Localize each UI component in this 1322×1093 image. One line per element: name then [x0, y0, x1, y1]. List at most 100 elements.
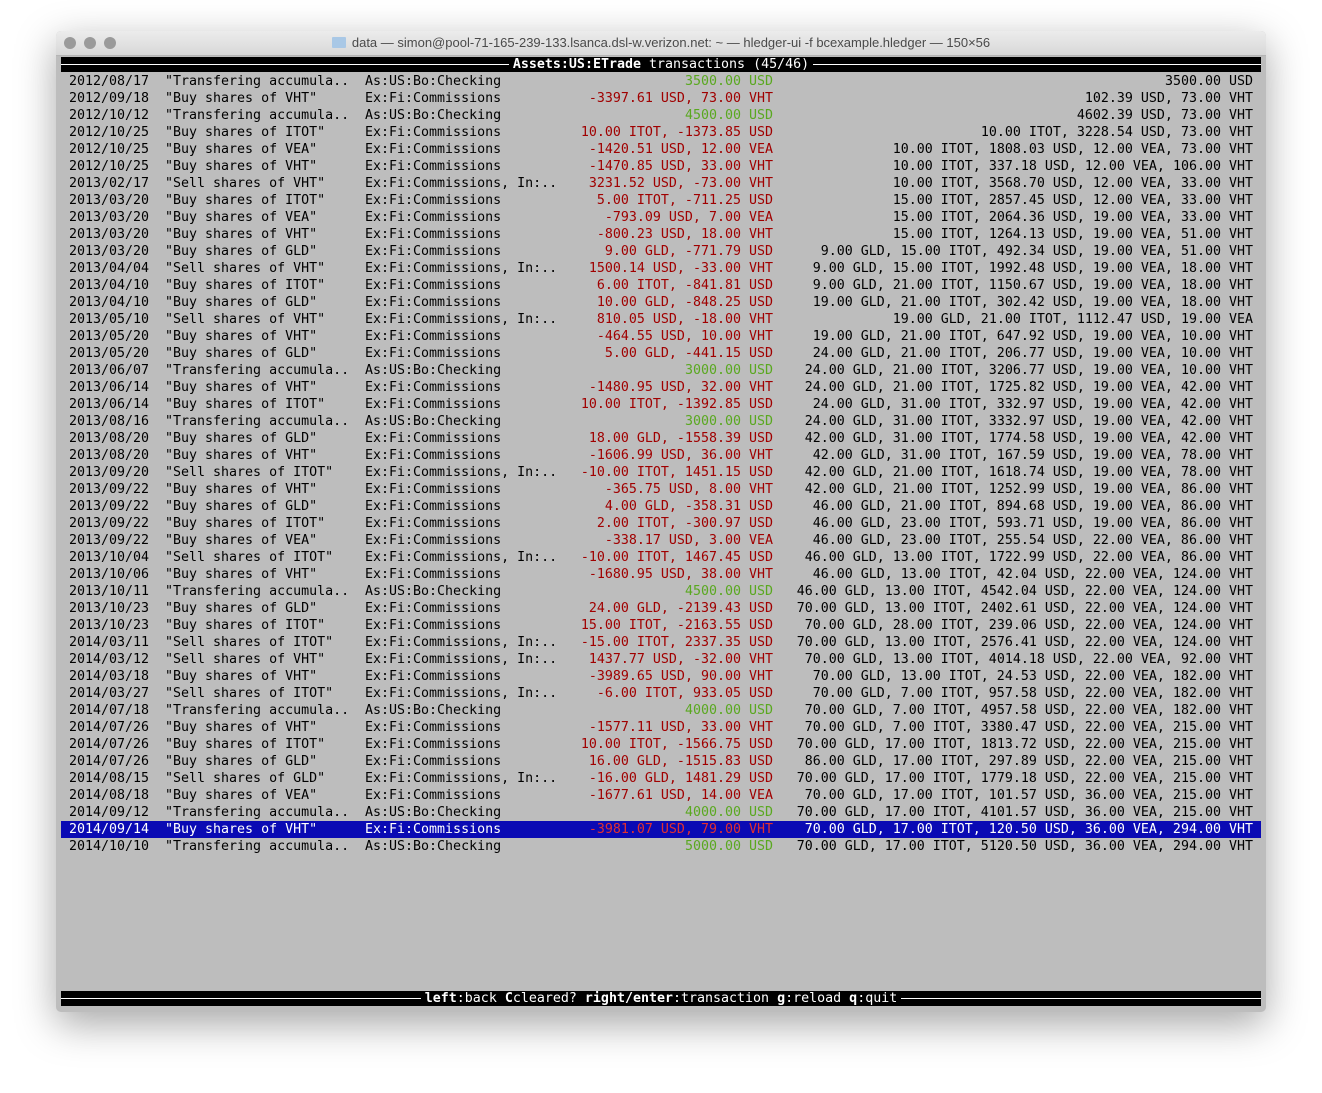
txn-balance: 46.00 GLD, 13.00 ITOT, 4542.04 USD, 22.0… — [796, 584, 1253, 599]
txn-description: "Buy shares of GLD" — [165, 499, 318, 514]
transaction-row[interactable]: 2014/08/18 "Buy shares of VEA" Ex:Fi:Commi… — [61, 787, 1261, 804]
transaction-row[interactable]: 2013/08/20 "Buy shares of VHT" Ex:Fi:Commi… — [61, 447, 1261, 464]
txn-balance: 70.00 GLD, 28.00 ITOT, 239.06 USD, 22.00… — [804, 618, 1253, 633]
transaction-row[interactable]: 2013/10/11 "Transfering accumula.. As:US:B… — [61, 583, 1261, 600]
txn-date: 2013/06/07 — [69, 363, 150, 378]
txn-balance: 9.00 GLD, 15.00 ITOT, 492.34 USD, 19.00 … — [820, 244, 1253, 259]
key-hint: g:reload — [777, 991, 842, 1006]
txn-description: "Sell shares of ITOT" — [165, 465, 334, 480]
account-name: Assets:US:ETrade — [512, 57, 641, 72]
txn-other-accounts: Ex:Fi:Commissions — [365, 737, 502, 752]
txn-description: "Buy shares of VHT" — [165, 329, 318, 344]
transaction-list[interactable]: 2012/08/17 "Transfering accumula.. As:US:B… — [61, 73, 1261, 855]
transaction-row[interactable]: 2013/05/20 "Buy shares of GLD" Ex:Fi:Commi… — [61, 345, 1261, 362]
txn-description: "Buy shares of VHT" — [165, 669, 318, 684]
txn-balance: 70.00 GLD, 17.00 ITOT, 5120.50 USD, 36.0… — [796, 839, 1253, 854]
txn-date: 2013/03/20 — [69, 244, 150, 259]
transaction-row[interactable]: 2013/10/23 "Buy shares of ITOT" Ex:Fi:Comm… — [61, 617, 1261, 634]
transaction-row[interactable]: 2013/03/20 "Buy shares of VHT" Ex:Fi:Commi… — [61, 226, 1261, 243]
transaction-row[interactable]: 2013/02/17 "Sell shares of VHT" Ex:Fi:Comm… — [61, 175, 1261, 192]
key-hint: Ccleared? — [505, 991, 577, 1006]
transaction-row[interactable]: 2014/07/26 "Buy shares of GLD" Ex:Fi:Commi… — [61, 753, 1261, 770]
txn-date: 2013/02/17 — [69, 176, 150, 191]
txn-other-accounts: Ex:Fi:Commissions — [365, 516, 502, 531]
transaction-row[interactable]: 2014/03/11 "Sell shares of ITOT" Ex:Fi:Com… — [61, 634, 1261, 651]
transaction-row[interactable]: 2013/08/20 "Buy shares of GLD" Ex:Fi:Commi… — [61, 430, 1261, 447]
txn-other-accounts: Ex:Fi:Commissions, In:.. — [365, 176, 558, 191]
txn-balance: 46.00 GLD, 23.00 ITOT, 255.54 USD, 22.00… — [812, 533, 1253, 548]
transaction-row[interactable]: 2013/03/20 "Buy shares of GLD" Ex:Fi:Commi… — [61, 243, 1261, 260]
transaction-row[interactable]: 2013/10/06 "Buy shares of VHT" Ex:Fi:Commi… — [61, 566, 1261, 583]
txn-description: "Buy shares of VHT" — [165, 482, 318, 497]
transaction-row[interactable]: 2014/03/12 "Sell shares of VHT" Ex:Fi:Comm… — [61, 651, 1261, 668]
transaction-row[interactable]: 2012/08/17 "Transfering accumula.. As:US:B… — [61, 73, 1261, 90]
zoom-button[interactable] — [104, 37, 116, 49]
transaction-row[interactable]: 2013/09/22 "Buy shares of VHT" Ex:Fi:Commi… — [61, 481, 1261, 498]
txn-date: 2014/03/18 — [69, 669, 150, 684]
txn-change: 5.00 ITOT, -711.25 USD — [596, 193, 773, 208]
transaction-row[interactable]: 2012/09/18 "Buy shares of VHT" Ex:Fi:Commi… — [61, 90, 1261, 107]
transaction-row[interactable]: 2013/09/22 "Buy shares of ITOT" Ex:Fi:Comm… — [61, 515, 1261, 532]
txn-change: -1577.11 USD, 33.00 VHT — [588, 720, 773, 735]
transaction-row[interactable]: 2013/10/23 "Buy shares of GLD" Ex:Fi:Commi… — [61, 600, 1261, 617]
transaction-row[interactable]: 2013/03/20 "Buy shares of ITOT" Ex:Fi:Comm… — [61, 192, 1261, 209]
txn-description: "Buy shares of ITOT" — [165, 397, 326, 412]
txn-change: 4500.00 USD — [684, 108, 773, 123]
transaction-row[interactable]: 2014/09/14 "Buy shares of VHT" Ex:Fi:Commi… — [61, 821, 1261, 838]
txn-balance: 9.00 GLD, 21.00 ITOT, 1150.67 USD, 19.00… — [812, 278, 1253, 293]
transaction-row[interactable]: 2012/10/25 "Buy shares of VHT" Ex:Fi:Commi… — [61, 158, 1261, 175]
txn-other-accounts: As:US:Bo:Checking — [365, 805, 502, 820]
transaction-row[interactable]: 2012/10/25 "Buy shares of VEA" Ex:Fi:Commi… — [61, 141, 1261, 158]
minimize-button[interactable] — [84, 37, 96, 49]
transaction-row[interactable]: 2013/10/04 "Sell shares of ITOT" Ex:Fi:Com… — [61, 549, 1261, 566]
transaction-row[interactable]: 2014/09/12 "Transfering accumula.. As:US:B… — [61, 804, 1261, 821]
txn-change: -1680.95 USD, 38.00 VHT — [588, 567, 773, 582]
transaction-row[interactable]: 2014/10/10 "Transfering accumula.. As:US:B… — [61, 838, 1261, 855]
transaction-row[interactable]: 2013/06/14 "Buy shares of ITOT" Ex:Fi:Comm… — [61, 396, 1261, 413]
transaction-row[interactable]: 2013/05/20 "Buy shares of VHT" Ex:Fi:Commi… — [61, 328, 1261, 345]
txn-date: 2013/03/20 — [69, 193, 150, 208]
txn-balance: 42.00 GLD, 21.00 ITOT, 1618.74 USD, 19.0… — [804, 465, 1253, 480]
txn-other-accounts: As:US:Bo:Checking — [365, 584, 502, 599]
transaction-row[interactable]: 2013/09/22 "Buy shares of GLD" Ex:Fi:Commi… — [61, 498, 1261, 515]
txn-date: 2013/09/22 — [69, 482, 150, 497]
txn-change: -6.00 ITOT, 933.05 USD — [596, 686, 773, 701]
txn-change: 4000.00 USD — [684, 805, 773, 820]
transaction-row[interactable]: 2013/04/04 "Sell shares of VHT" Ex:Fi:Comm… — [61, 260, 1261, 277]
txn-description: "Sell shares of ITOT" — [165, 550, 334, 565]
txn-description: "Buy shares of GLD" — [165, 295, 318, 310]
txn-balance: 70.00 GLD, 7.00 ITOT, 957.58 USD, 22.00 … — [812, 686, 1253, 701]
transaction-row[interactable]: 2014/03/27 "Sell shares of ITOT" Ex:Fi:Com… — [61, 685, 1261, 702]
transaction-row[interactable]: 2014/08/15 "Sell shares of GLD" Ex:Fi:Comm… — [61, 770, 1261, 787]
txn-balance: 24.00 GLD, 21.00 ITOT, 1725.82 USD, 19.0… — [804, 380, 1253, 395]
txn-change: 10.00 ITOT, -1392.85 USD — [580, 397, 773, 412]
transaction-row[interactable]: 2013/08/16 "Transfering accumula.. As:US:B… — [61, 413, 1261, 430]
terminal-window: data — simon@pool-71-165-239-133.lsanca.… — [56, 31, 1266, 1012]
txn-change: -464.55 USD, 10.00 VHT — [596, 329, 773, 344]
txn-date: 2014/07/26 — [69, 754, 150, 769]
transaction-row[interactable]: 2014/07/26 "Buy shares of ITOT" Ex:Fi:Comm… — [61, 736, 1261, 753]
transaction-row[interactable]: 2013/03/20 "Buy shares of VEA" Ex:Fi:Commi… — [61, 209, 1261, 226]
transaction-row[interactable]: 2013/06/07 "Transfering accumula.. As:US:B… — [61, 362, 1261, 379]
txn-balance: 46.00 GLD, 13.00 ITOT, 1722.99 USD, 22.0… — [804, 550, 1253, 565]
transaction-row[interactable]: 2012/10/25 "Buy shares of ITOT" Ex:Fi:Comm… — [61, 124, 1261, 141]
transaction-row[interactable]: 2013/09/22 "Buy shares of VEA" Ex:Fi:Commi… — [61, 532, 1261, 549]
transaction-row[interactable]: 2013/09/20 "Sell shares of ITOT" Ex:Fi:Com… — [61, 464, 1261, 481]
txn-change: -1480.95 USD, 32.00 VHT — [588, 380, 773, 395]
txn-other-accounts: Ex:Fi:Commissions — [365, 567, 502, 582]
key-name: C — [504, 991, 513, 1006]
transaction-row[interactable]: 2014/03/18 "Buy shares of VHT" Ex:Fi:Commi… — [61, 668, 1261, 685]
txn-other-accounts: Ex:Fi:Commissions, In:.. — [365, 261, 558, 276]
transaction-row[interactable]: 2013/04/10 "Buy shares of ITOT" Ex:Fi:Comm… — [61, 277, 1261, 294]
transaction-row[interactable]: 2013/05/10 "Sell shares of VHT" Ex:Fi:Comm… — [61, 311, 1261, 328]
txn-date: 2013/10/06 — [69, 567, 150, 582]
transaction-row[interactable]: 2014/07/18 "Transfering accumula.. As:US:B… — [61, 702, 1261, 719]
transaction-row[interactable]: 2014/07/26 "Buy shares of VHT" Ex:Fi:Commi… — [61, 719, 1261, 736]
txn-description: "Buy shares of VHT" — [165, 567, 318, 582]
header-label: transactions (45/46) — [649, 57, 810, 72]
transaction-row[interactable]: 2012/10/12 "Transfering accumula.. As:US:B… — [61, 107, 1261, 124]
transaction-row[interactable]: 2013/06/14 "Buy shares of VHT" Ex:Fi:Commi… — [61, 379, 1261, 396]
close-button[interactable] — [64, 37, 76, 49]
transaction-row[interactable]: 2013/04/10 "Buy shares of GLD" Ex:Fi:Commi… — [61, 294, 1261, 311]
txn-change: -10.00 ITOT, 1467.45 USD — [580, 550, 773, 565]
